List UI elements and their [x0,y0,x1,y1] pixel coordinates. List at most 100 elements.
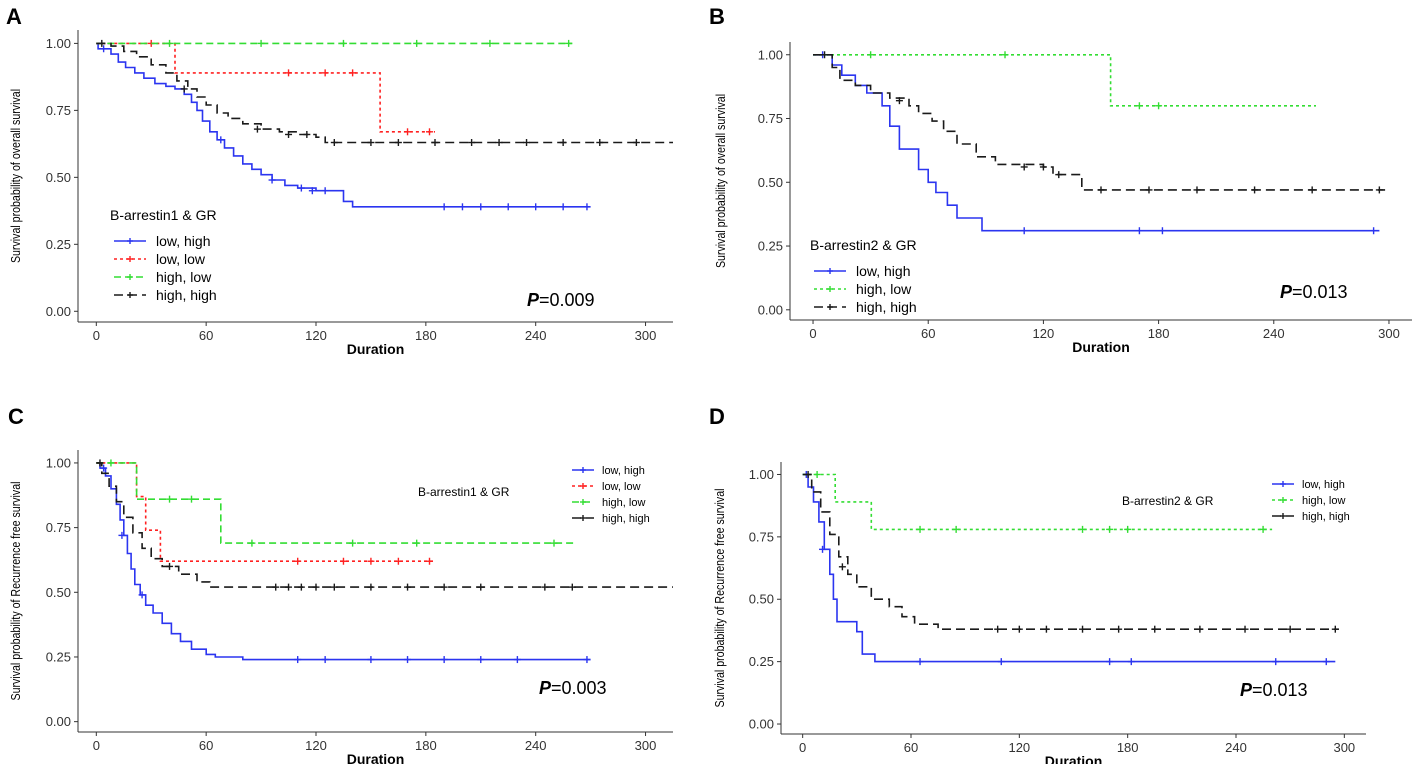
y-tick-label: 1.00 [46,455,71,470]
p-value: P=0.009 [527,290,595,310]
legend-title: B-arrestin2 & GR [810,237,917,253]
x-tick-label: 60 [921,326,935,341]
panel-letter: C [8,404,24,429]
y-tick-label: 1.00 [749,467,774,482]
x-tick-label: 60 [904,740,918,755]
series-low-low [96,462,435,565]
y-axis-title: Survival probability of overall survival [9,89,23,263]
legend-label: low, high [1302,479,1345,491]
legend-label: low, high [602,465,645,477]
series-high-high [813,51,1386,194]
survival-curve [96,462,435,562]
series-high-low [96,459,576,547]
panel-b: B 0.00 0.25 0.50 0.75 1.00 0 60 120 180 240 300 Dura… [709,4,1412,355]
x-tick-label: 240 [1263,326,1285,341]
y-tick-label: 0.00 [46,304,71,319]
x-tick-label: 240 [1225,740,1247,755]
survival-curve [96,42,673,144]
x-tick-label: 120 [305,738,327,753]
x-tick-label: 120 [1033,326,1055,341]
legend-label: high, high [856,299,917,315]
panel-a: A 0.00 0.25 0.50 0.75 1.00 0 60 120 180 240 300 Dura… [6,4,673,357]
legend-label: high, low [156,269,212,285]
panel-letter: D [709,404,725,429]
x-tick-label: 240 [525,328,547,343]
x-tick-label: 180 [1148,326,1170,341]
y-tick-label: 0.25 [749,654,774,669]
survival-curve [96,462,576,544]
series-low-high [96,42,591,211]
x-tick-label: 180 [415,738,437,753]
legend-label: low, low [602,481,641,493]
y-tick-label: 0.00 [749,717,774,732]
y-axis-title: Survival probability of Recurrence free … [713,489,727,708]
series-low-high [96,462,591,664]
y-tick-label: 0.50 [749,592,774,607]
series-high-high [96,39,673,147]
series-low-low [96,39,435,136]
p-value-number: =0.003 [551,678,607,698]
y-tick-label: 0.00 [758,302,783,317]
x-axis-title: Duration [347,751,405,764]
legend-label: high, high [602,513,650,525]
y-tick-label: 0.75 [46,103,71,118]
x-tick-label: 180 [415,328,437,343]
p-value: P=0.013 [1240,680,1308,700]
series-high-low [96,39,573,47]
legend: B-arrestin2 & GR low, high high, low high, … [1122,479,1350,523]
x-tick-label: 240 [525,738,547,753]
legend-label: high, low [602,497,645,509]
y-tick-label: 0.50 [758,175,783,190]
panel-d: D 0.00 0.25 0.50 0.75 1.00 0 60 120 180 240 300 Dura… [709,404,1366,764]
y-axis-title: Survival probability of Recurrence free … [9,482,23,701]
y-tick-label: 1.00 [758,47,783,62]
series-high-high [96,459,673,591]
x-tick-label: 0 [93,328,100,343]
p-value-number: =0.013 [1252,680,1308,700]
x-axis-title: Duration [1045,753,1103,764]
survival-curve [96,462,673,588]
legend-label: high, high [1302,511,1350,523]
x-axis-title: Duration [347,341,405,357]
series-high-low [802,470,1273,533]
survival-curve [802,473,1336,663]
p-label: P [527,290,540,310]
y-tick-label: 0.75 [758,111,783,126]
survival-curve [813,54,1316,107]
legend: B-arrestin2 & GR low, high high, low high, … [810,237,917,315]
survival-curve [96,42,435,133]
x-tick-label: 0 [809,326,816,341]
legend-label: high, high [156,287,217,303]
p-label: P [1280,282,1293,302]
legend-title: B-arrestin1 & GR [418,485,510,499]
p-value: P=0.003 [539,678,607,698]
x-tick-label: 60 [199,738,213,753]
x-tick-label: 300 [1378,326,1400,341]
legend: B-arrestin1 & GR low, high low, low high, l… [110,207,217,303]
p-value: P=0.013 [1280,282,1348,302]
survival-curve [802,473,1339,630]
y-tick-label: 0.50 [46,170,71,185]
p-label: P [1240,680,1253,700]
series-low-high [802,470,1336,666]
p-value-number: =0.009 [539,290,595,310]
legend-label: low, low [156,251,206,267]
legend-title: B-arrestin2 & GR [1122,494,1214,508]
survival-curve [96,462,591,661]
x-axis-title: Duration [1072,339,1130,355]
x-tick-label: 300 [1333,740,1355,755]
x-tick-label: 120 [305,328,327,343]
legend-label: low, high [856,263,910,279]
survival-curve [96,42,591,208]
survival-curve [813,54,1380,232]
legend-title: B-arrestin1 & GR [110,207,217,223]
legend-label: high, low [1302,495,1345,507]
y-tick-label: 0.00 [46,714,71,729]
x-tick-label: 60 [199,328,213,343]
y-tick-label: 0.25 [758,239,783,254]
p-label: P [539,678,552,698]
y-tick-label: 1.00 [46,36,71,51]
x-tick-label: 300 [635,328,657,343]
survival-curve [813,54,1386,191]
x-tick-label: 0 [93,738,100,753]
